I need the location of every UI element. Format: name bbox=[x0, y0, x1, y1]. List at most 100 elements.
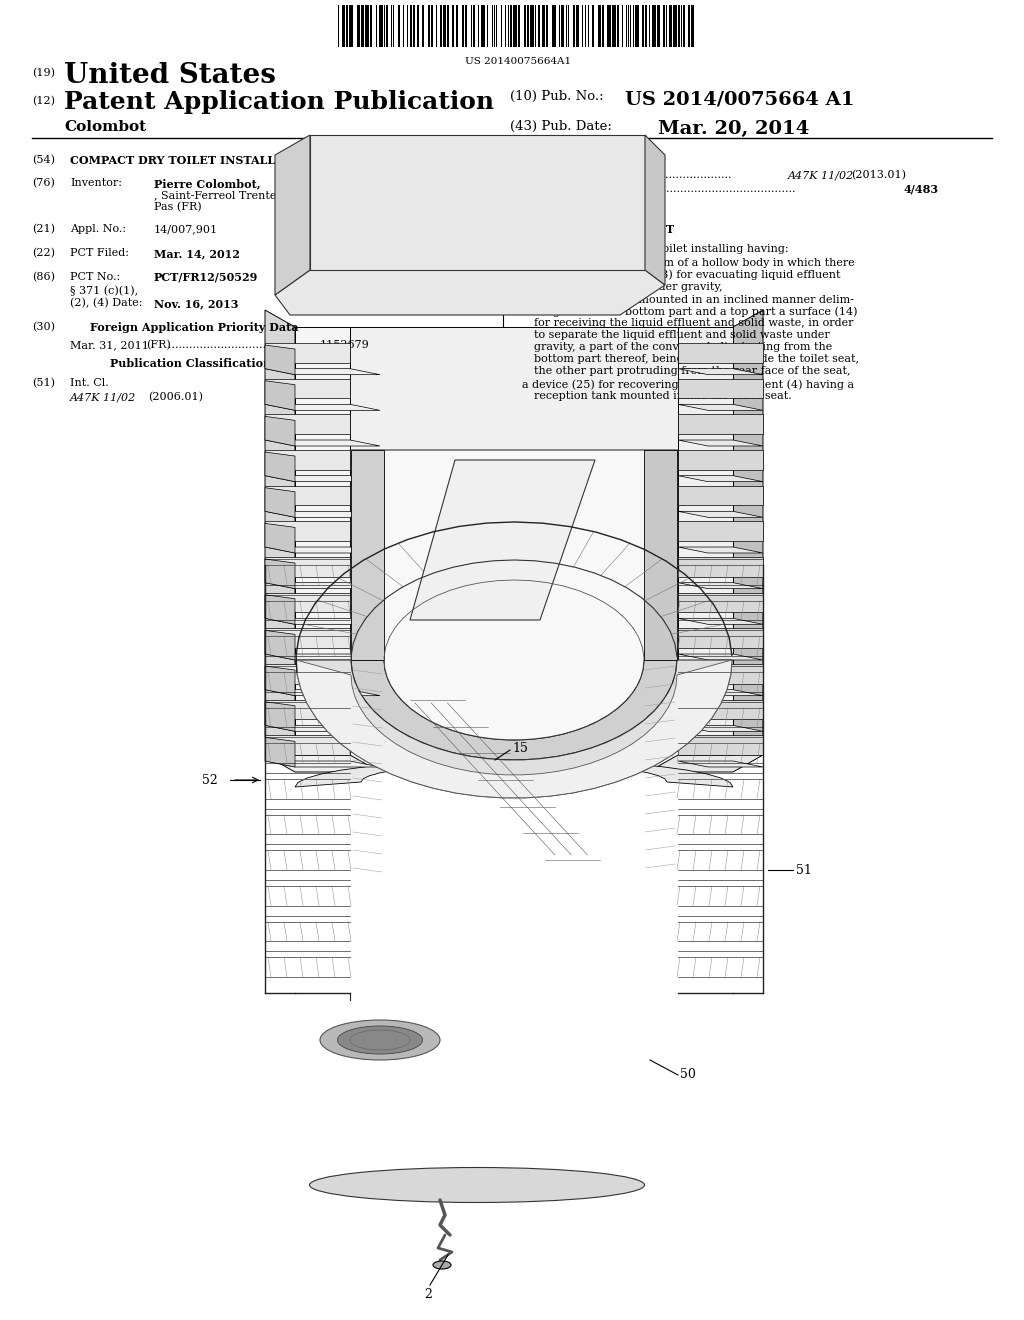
Polygon shape bbox=[265, 440, 380, 446]
Text: Publication Classification: Publication Classification bbox=[110, 358, 271, 370]
Text: (52): (52) bbox=[510, 154, 534, 165]
Ellipse shape bbox=[433, 1261, 451, 1269]
Polygon shape bbox=[295, 327, 350, 755]
Polygon shape bbox=[265, 689, 380, 696]
Bar bbox=[688, 5, 690, 48]
Bar bbox=[410, 5, 412, 48]
Bar bbox=[361, 5, 364, 48]
Text: , Saint-Ferreol Trente: , Saint-Ferreol Trente bbox=[154, 190, 276, 201]
Polygon shape bbox=[678, 546, 763, 553]
Polygon shape bbox=[265, 546, 380, 553]
Text: 1152679: 1152679 bbox=[319, 341, 370, 350]
Polygon shape bbox=[678, 475, 763, 482]
Polygon shape bbox=[296, 660, 732, 797]
Text: Foreign Application Priority Data: Foreign Application Priority Data bbox=[90, 322, 299, 333]
Polygon shape bbox=[265, 416, 295, 446]
Text: Appl. No.:: Appl. No.: bbox=[70, 224, 126, 234]
Bar bbox=[513, 5, 517, 48]
Polygon shape bbox=[350, 450, 678, 741]
Polygon shape bbox=[265, 593, 350, 612]
Text: Patent Application Publication: Patent Application Publication bbox=[63, 90, 495, 114]
Polygon shape bbox=[265, 404, 380, 411]
Bar bbox=[530, 5, 534, 48]
Polygon shape bbox=[296, 660, 732, 797]
Bar bbox=[357, 5, 360, 48]
Text: gravity, a part of the conveyor belt, starting from the: gravity, a part of the conveyor belt, st… bbox=[534, 342, 833, 352]
Text: (2006.01): (2006.01) bbox=[148, 392, 203, 403]
Polygon shape bbox=[678, 486, 763, 506]
Polygon shape bbox=[265, 628, 350, 648]
Polygon shape bbox=[275, 271, 665, 315]
Polygon shape bbox=[678, 379, 763, 399]
Text: a conveyor belt (15) mounted in an inclined manner delim-: a conveyor belt (15) mounted in an incli… bbox=[522, 294, 854, 305]
Text: Pierre Colombot,: Pierre Colombot, bbox=[154, 178, 261, 189]
Polygon shape bbox=[410, 459, 595, 620]
Polygon shape bbox=[678, 593, 763, 612]
Polygon shape bbox=[265, 595, 295, 624]
Text: iting between a bottom part and a top part a surface (14): iting between a bottom part and a top pa… bbox=[534, 306, 857, 317]
Bar bbox=[370, 5, 372, 48]
Bar bbox=[669, 5, 672, 48]
Bar bbox=[642, 5, 644, 48]
Text: (86): (86) bbox=[32, 272, 55, 282]
Polygon shape bbox=[265, 618, 380, 624]
Text: (19): (19) bbox=[32, 69, 55, 78]
Text: PCT No.:: PCT No.: bbox=[70, 272, 120, 282]
Polygon shape bbox=[265, 738, 295, 767]
Bar bbox=[598, 5, 601, 48]
Polygon shape bbox=[265, 524, 295, 553]
Polygon shape bbox=[265, 631, 295, 660]
Polygon shape bbox=[265, 380, 295, 411]
Text: bottom part thereof, being mounted inside the toilet seat,: bottom part thereof, being mounted insid… bbox=[534, 354, 859, 364]
Polygon shape bbox=[644, 450, 677, 660]
Polygon shape bbox=[265, 368, 380, 375]
Polygon shape bbox=[733, 310, 763, 755]
Polygon shape bbox=[350, 327, 678, 450]
Bar bbox=[365, 5, 369, 48]
Polygon shape bbox=[678, 343, 763, 363]
Polygon shape bbox=[265, 511, 380, 517]
Polygon shape bbox=[678, 700, 763, 719]
Text: (10) Pub. No.:: (10) Pub. No.: bbox=[510, 90, 608, 103]
Text: The invention relates to a toilet installing having:: The invention relates to a toilet instal… bbox=[510, 244, 788, 253]
Bar bbox=[342, 5, 345, 48]
Polygon shape bbox=[265, 451, 295, 482]
Ellipse shape bbox=[309, 1167, 644, 1203]
Ellipse shape bbox=[319, 1020, 440, 1060]
Bar bbox=[691, 5, 694, 48]
Text: § 371 (c)(1),: § 371 (c)(1), bbox=[70, 286, 138, 297]
Text: 51: 51 bbox=[796, 863, 812, 876]
Bar bbox=[346, 5, 348, 48]
Bar bbox=[607, 5, 611, 48]
Text: CPC: CPC bbox=[588, 170, 612, 180]
Bar bbox=[635, 5, 639, 48]
Bar bbox=[546, 5, 548, 48]
Text: a device (25) for recovering the liquid effluent (4) having a: a device (25) for recovering the liquid … bbox=[522, 379, 854, 389]
Polygon shape bbox=[265, 725, 380, 731]
Polygon shape bbox=[678, 664, 763, 684]
Polygon shape bbox=[678, 404, 763, 411]
Polygon shape bbox=[678, 628, 763, 648]
Text: COMPACT DRY TOILET INSTALLATION: COMPACT DRY TOILET INSTALLATION bbox=[70, 154, 316, 166]
Bar bbox=[527, 5, 529, 48]
Text: for receiving the liquid effluent and solid waste, in order: for receiving the liquid effluent and so… bbox=[534, 318, 853, 327]
Bar bbox=[386, 5, 388, 48]
Polygon shape bbox=[265, 755, 380, 772]
Polygon shape bbox=[265, 664, 350, 684]
Polygon shape bbox=[265, 487, 295, 517]
Text: (76): (76) bbox=[32, 178, 55, 189]
Text: reception tank mounted inside the toilet seat.: reception tank mounted inside the toilet… bbox=[534, 391, 792, 401]
Bar bbox=[398, 5, 400, 48]
Text: Nov. 16, 2013: Nov. 16, 2013 bbox=[154, 298, 239, 309]
Text: United States: United States bbox=[63, 62, 275, 88]
Polygon shape bbox=[295, 759, 733, 787]
Bar bbox=[379, 5, 383, 48]
Bar bbox=[440, 5, 442, 48]
Text: Pas (FR): Pas (FR) bbox=[154, 202, 202, 213]
Polygon shape bbox=[310, 135, 645, 271]
Polygon shape bbox=[678, 368, 763, 375]
Text: A47K 11/02: A47K 11/02 bbox=[788, 170, 854, 180]
Polygon shape bbox=[265, 557, 350, 577]
Bar bbox=[678, 5, 680, 48]
Text: Mar. 14, 2012: Mar. 14, 2012 bbox=[154, 248, 240, 259]
